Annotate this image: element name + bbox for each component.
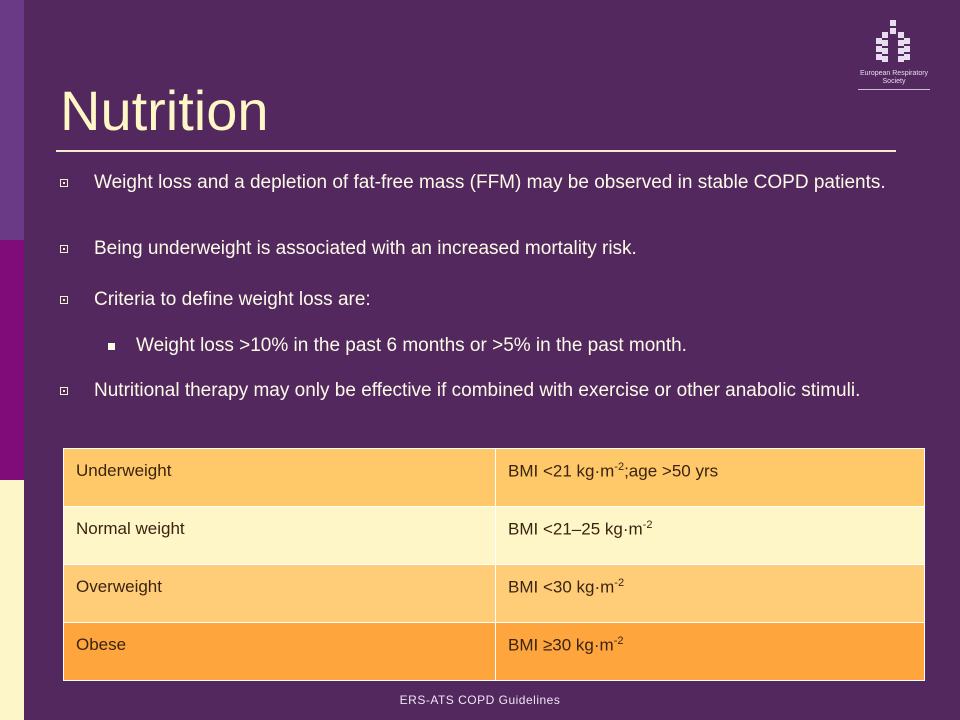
logo-underline bbox=[858, 89, 930, 90]
table-cell-bmi: BMI <30 kg·m-2 bbox=[495, 564, 925, 623]
bmi-prefix: BMI <21 kg·m bbox=[508, 461, 615, 481]
bmi-prefix: BMI <21–25 kg·m bbox=[508, 519, 643, 539]
table-cell-category: Overweight bbox=[63, 564, 496, 623]
square-bullet-icon bbox=[60, 387, 68, 395]
bullet-item: Weight loss and a depletion of fat-free … bbox=[60, 172, 900, 193]
slide-title: Nutrition bbox=[60, 79, 269, 142]
bullet-text: Weight loss and a depletion of fat-free … bbox=[94, 172, 886, 193]
bullet-item: Being underweight is associated with an … bbox=[60, 238, 900, 259]
table-cell-bmi: BMI <21 kg·m-2;age >50 yrs bbox=[495, 448, 925, 507]
logo-caption-line2: Society bbox=[882, 78, 906, 85]
table-row: Normal weight BMI <21–25 kg·m-2 bbox=[63, 506, 925, 565]
bmi-exponent: -2 bbox=[642, 519, 653, 531]
table-cell-category: Obese bbox=[63, 622, 496, 681]
filled-square-bullet-icon bbox=[108, 343, 115, 350]
bmi-table: Underweight BMI <21 kg·m-2;age >50 yrs N… bbox=[63, 448, 925, 681]
bmi-exponent: -2 bbox=[614, 577, 625, 589]
bullet-item: Criteria to define weight loss are: bbox=[60, 289, 900, 310]
side-accent-magenta bbox=[0, 240, 24, 480]
title-divider bbox=[56, 150, 896, 152]
bullet-item: Nutritional therapy may only be effectiv… bbox=[60, 380, 900, 401]
table-cell-category: Underweight bbox=[63, 448, 496, 507]
side-accent-cream bbox=[0, 480, 24, 720]
sub-bullet-text: Weight loss >10% in the past 6 months or… bbox=[136, 335, 687, 356]
ers-lungs-logo-icon bbox=[876, 20, 910, 62]
logo-caption: European Respiratory Society bbox=[850, 70, 938, 86]
bullet-text: Being underweight is associated with an … bbox=[94, 238, 637, 259]
table-cell-bmi: BMI ≥30 kg·m-2 bbox=[495, 622, 925, 681]
square-bullet-icon bbox=[60, 245, 68, 253]
table-row: Underweight BMI <21 kg·m-2;age >50 yrs bbox=[63, 448, 925, 507]
bmi-exponent: -2 bbox=[614, 461, 625, 473]
bullet-text: Criteria to define weight loss are: bbox=[94, 289, 371, 310]
square-bullet-icon bbox=[60, 179, 68, 187]
bullet-text: Nutritional therapy may only be effectiv… bbox=[94, 380, 861, 401]
bmi-prefix: BMI <30 kg·m bbox=[508, 577, 615, 597]
square-bullet-icon bbox=[60, 296, 68, 304]
bmi-prefix: BMI ≥30 kg·m bbox=[508, 635, 614, 655]
table-cell-bmi: BMI <21–25 kg·m-2 bbox=[495, 506, 925, 565]
bmi-exponent: -2 bbox=[613, 635, 624, 647]
side-accent-purple bbox=[0, 0, 24, 240]
footer-text: ERS-ATS COPD Guidelines bbox=[399, 693, 561, 707]
table-row: Overweight BMI <30 kg·m-2 bbox=[63, 564, 925, 623]
table-cell-category: Normal weight bbox=[63, 506, 496, 565]
bmi-suffix: ;age >50 yrs bbox=[624, 461, 719, 481]
table-row: Obese BMI ≥30 kg·m-2 bbox=[63, 622, 925, 681]
sub-bullet-item: Weight loss >10% in the past 6 months or… bbox=[108, 335, 900, 356]
logo-caption-line1: European Respiratory bbox=[859, 70, 929, 77]
